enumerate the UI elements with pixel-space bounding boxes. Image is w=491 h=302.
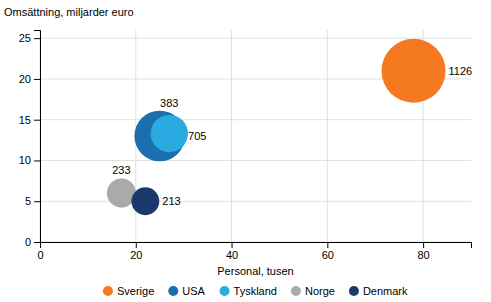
- y-axis-tick-label: 25: [19, 32, 31, 44]
- x-axis-tick: 60: [322, 242, 334, 261]
- legend-label: USA: [182, 285, 205, 297]
- x-axis-tick: 0: [37, 242, 43, 261]
- y-axis-tick: 5: [25, 195, 40, 207]
- y-axis-tick-label: 15: [19, 114, 31, 126]
- legend-swatch: [168, 286, 178, 296]
- legend-label: Denmark: [363, 285, 408, 297]
- chart-container: 0 20 40 60 80 0 5 10 15 20 25 1126 705 383 233 213 Omsät…: [0, 0, 491, 302]
- x-axis-tick-mark: [423, 242, 424, 248]
- grid-line-y: [40, 119, 471, 120]
- y-axis-tick: 15: [19, 114, 40, 126]
- legend-item: Sverige: [103, 285, 154, 297]
- y-axis-tick-mark: [34, 120, 40, 121]
- bubble: [382, 39, 446, 103]
- y-axis-tick: 25: [19, 32, 40, 44]
- legend-label: Tyskland: [234, 285, 277, 297]
- y-axis-tick-mark: [34, 160, 40, 161]
- x-axis-tick-label: 20: [130, 249, 142, 261]
- grid-line-y: [40, 201, 471, 202]
- y-axis-tick-label: 10: [19, 154, 31, 166]
- y-axis-tick-label: 5: [25, 195, 31, 207]
- y-axis-tick-mark: [34, 79, 40, 80]
- y-axis-title: Omsättning, miljarder euro: [4, 6, 134, 18]
- y-axis-tick: 20: [19, 73, 40, 85]
- grid-line-y: [40, 38, 471, 39]
- x-axis-tick: 80: [417, 242, 429, 261]
- grid-line-x: [231, 30, 232, 242]
- legend-label: Norge: [305, 285, 335, 297]
- data-label: 1126: [449, 65, 473, 77]
- data-label: 705: [188, 130, 206, 142]
- x-axis-tick-mark: [136, 242, 137, 248]
- x-axis-tick: 20: [130, 242, 142, 261]
- data-labels: 1126 705 383 233 213: [112, 65, 472, 207]
- bubbles: [107, 39, 446, 215]
- plot-area: 0 20 40 60 80 0 5 10 15 20 25 1126 705 383 233 213: [19, 30, 472, 261]
- x-axis-tick-label: 60: [322, 249, 334, 261]
- legend-swatch: [220, 286, 230, 296]
- x-axis-tick-mark: [327, 242, 328, 248]
- grid-line-x: [327, 30, 328, 242]
- data-label: 213: [162, 195, 180, 207]
- y-axis-tick-mark: [34, 242, 40, 243]
- y-axis-tick: 0: [25, 236, 40, 248]
- legend-swatch: [103, 286, 113, 296]
- y-axis-tick-mark: [34, 38, 40, 39]
- legend-item: Tyskland: [220, 285, 277, 297]
- y-axis-tick-mark: [34, 201, 40, 202]
- y-axis-line: [34, 31, 41, 243]
- grid-line-y: [40, 160, 471, 161]
- x-axis-line: [41, 243, 472, 249]
- y-axis-tick-label: 0: [25, 236, 31, 248]
- grid: [40, 30, 471, 242]
- data-label: 233: [112, 164, 130, 176]
- legend-swatch: [349, 286, 359, 296]
- x-axis-tick-label: 0: [37, 249, 43, 261]
- y-axis: 0 5 10 15 20 25: [19, 31, 41, 249]
- x-axis-tick: 40: [226, 242, 238, 261]
- chart-svg: 0 20 40 60 80 0 5 10 15 20 25 1126 705 383 233 213 Omsät…: [0, 0, 491, 302]
- x-axis: 0 20 40 60 80: [37, 242, 471, 261]
- x-axis-tick-label: 40: [226, 249, 238, 261]
- legend-item: USA: [168, 285, 205, 297]
- legend-label: Sverige: [117, 285, 154, 297]
- bubble: [151, 115, 188, 152]
- y-axis-tick: 10: [19, 154, 40, 166]
- data-label: 383: [160, 97, 178, 109]
- x-axis-tick-label: 80: [417, 249, 429, 261]
- x-axis-tick-mark: [232, 242, 233, 248]
- x-axis-title: Personal, tusen: [217, 265, 293, 277]
- legend-swatch: [291, 286, 301, 296]
- bubble: [131, 187, 159, 215]
- legend-item: Norge: [291, 285, 335, 297]
- y-axis-tick-label: 20: [19, 73, 31, 85]
- legend: Sverige USA Tyskland Norge Denmark: [103, 285, 408, 297]
- legend-item: Denmark: [349, 285, 408, 297]
